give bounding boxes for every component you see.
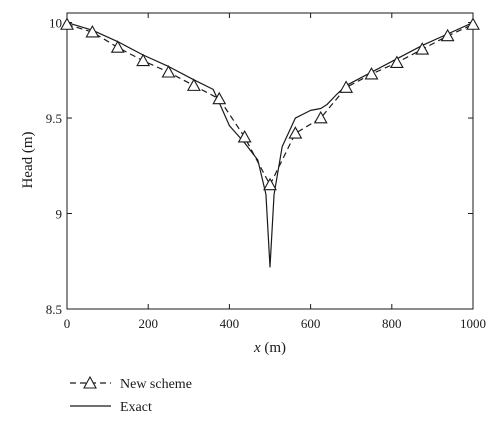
x-tick-label-1000: 1000 xyxy=(460,316,486,331)
new-scheme-point-16 xyxy=(466,17,480,30)
x-axis-unit: (m) xyxy=(261,340,286,356)
new-scheme-point-1 xyxy=(85,24,100,38)
series-new-scheme-line xyxy=(66,23,474,187)
new-scheme-point-6 xyxy=(212,91,227,105)
tick-labels: 0 200 400 600 800 1000 8.5 9 9.5 10 xyxy=(46,16,486,331)
x-tick-label-400: 400 xyxy=(220,316,240,331)
series-layer xyxy=(60,17,480,268)
y-axis-label: Head (m) xyxy=(20,131,36,188)
series-exact-line xyxy=(66,21,474,268)
new-scheme-point-4 xyxy=(161,65,176,78)
new-scheme-point-14 xyxy=(415,42,430,55)
new-scheme-point-2 xyxy=(110,40,125,53)
new-scheme-point-13 xyxy=(389,55,404,69)
plot-frame xyxy=(66,12,474,310)
new-scheme-point-5 xyxy=(186,78,201,91)
legend-item-exact: Exact xyxy=(70,400,152,415)
new-scheme-point-15 xyxy=(440,28,455,42)
new-scheme-point-11 xyxy=(339,80,354,93)
legend-item-new-scheme: New scheme xyxy=(70,375,192,392)
legend-new-scheme-marker xyxy=(83,375,97,389)
y-tick-label-9.5: 9.5 xyxy=(46,111,62,126)
axis-ticks xyxy=(66,13,474,310)
new-scheme-point-7 xyxy=(237,129,252,143)
x-axis-label: x (m) xyxy=(253,340,286,356)
y-tick-label-10: 10 xyxy=(49,16,62,31)
x-tick-label-0: 0 xyxy=(64,316,71,331)
legend-new-scheme-label: New scheme xyxy=(120,377,192,392)
y-tick-label-8.5: 8.5 xyxy=(46,302,62,317)
x-tick-label-800: 800 xyxy=(382,316,402,331)
legend: New scheme Exact xyxy=(70,375,192,415)
new-scheme-point-3 xyxy=(136,53,151,67)
new-scheme-point-12 xyxy=(364,66,379,80)
new-scheme-point-8 xyxy=(263,177,277,191)
legend-exact-label: Exact xyxy=(120,400,152,415)
y-tick-label-9: 9 xyxy=(56,207,63,222)
new-scheme-point-0 xyxy=(60,17,74,30)
new-scheme-point-9 xyxy=(288,126,303,139)
x-axis-variable: x xyxy=(253,340,261,356)
x-tick-label-200: 200 xyxy=(138,316,158,331)
x-tick-label-600: 600 xyxy=(301,316,321,331)
new-scheme-point-10 xyxy=(313,110,328,124)
